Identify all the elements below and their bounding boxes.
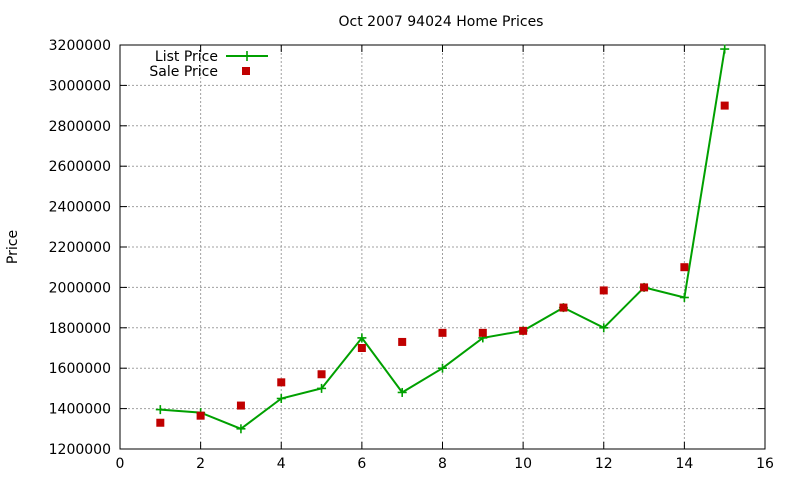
sale-price-point bbox=[156, 418, 165, 427]
list-price-point bbox=[357, 333, 367, 343]
sale-price-point bbox=[559, 303, 568, 312]
x-tick-label: 0 bbox=[116, 456, 125, 472]
y-tick-label: 2000000 bbox=[49, 280, 111, 296]
x-tick-label: 2 bbox=[196, 456, 205, 472]
sale-price-point bbox=[357, 344, 366, 352]
y-tick-label: 3000000 bbox=[49, 78, 111, 94]
sale-price-point bbox=[640, 283, 649, 292]
legend-label-sale-price: Sale Price bbox=[149, 64, 218, 80]
sale-price-point bbox=[317, 370, 326, 379]
list-price-point bbox=[438, 363, 447, 373]
sale-price-point bbox=[438, 328, 447, 337]
y-tick-label: 2200000 bbox=[49, 240, 111, 256]
sale-price-point bbox=[236, 401, 245, 410]
sale-price-point bbox=[478, 328, 487, 337]
x-tick-labels: 0 2 4 6 8 10 12 14 16 bbox=[116, 456, 774, 472]
x-tick-label: 6 bbox=[357, 456, 366, 472]
sale-price-point bbox=[398, 337, 407, 346]
list-price-point bbox=[720, 44, 730, 54]
sale-price-point bbox=[277, 378, 286, 387]
legend-marker-sale-price bbox=[242, 67, 250, 75]
sale-price-point bbox=[680, 263, 689, 272]
y-tick-label: 1200000 bbox=[49, 442, 111, 458]
x-tick-label: 4 bbox=[277, 456, 286, 472]
list-price-point bbox=[397, 387, 407, 397]
y-tick-label: 1400000 bbox=[49, 402, 111, 418]
sale-price-point bbox=[519, 326, 528, 335]
y-tick-label: 1800000 bbox=[49, 321, 111, 337]
x-tick-label: 10 bbox=[514, 456, 532, 472]
sale-price-point bbox=[720, 101, 729, 110]
sale-price-point bbox=[196, 411, 205, 420]
grid bbox=[120, 45, 765, 449]
chart-title: Oct 2007 94024 Home Prices bbox=[339, 14, 544, 30]
y-tick-labels: 1200000 1400000 1600000 1800000 2000000 22000… bbox=[49, 38, 111, 458]
x-tick-label: 14 bbox=[675, 456, 693, 472]
legend-marker-list-price bbox=[242, 51, 252, 61]
list-price-point bbox=[276, 394, 286, 403]
y-axis-label: Price bbox=[5, 230, 21, 264]
list-price-point bbox=[155, 405, 165, 415]
y-tick-label: 1600000 bbox=[49, 361, 111, 377]
legend: List Price Sale Price bbox=[149, 49, 268, 80]
sale-price-point bbox=[599, 286, 608, 295]
x-tick-label: 16 bbox=[756, 456, 774, 472]
list-price-point bbox=[679, 293, 689, 302]
y-tick-label: 2400000 bbox=[49, 200, 111, 216]
x-tick-label: 12 bbox=[595, 456, 613, 472]
x-tick-label: 8 bbox=[438, 456, 447, 472]
list-price-point bbox=[236, 424, 246, 434]
y-tick-label: 2800000 bbox=[49, 119, 111, 135]
y-tick-label: 3200000 bbox=[49, 38, 111, 54]
y-tick-label: 2600000 bbox=[49, 159, 111, 175]
axis-ticks bbox=[119, 44, 766, 450]
legend-label-list-price: List Price bbox=[155, 49, 218, 65]
list-price-point bbox=[599, 323, 609, 333]
series bbox=[155, 44, 730, 434]
list-price-point bbox=[317, 383, 327, 393]
